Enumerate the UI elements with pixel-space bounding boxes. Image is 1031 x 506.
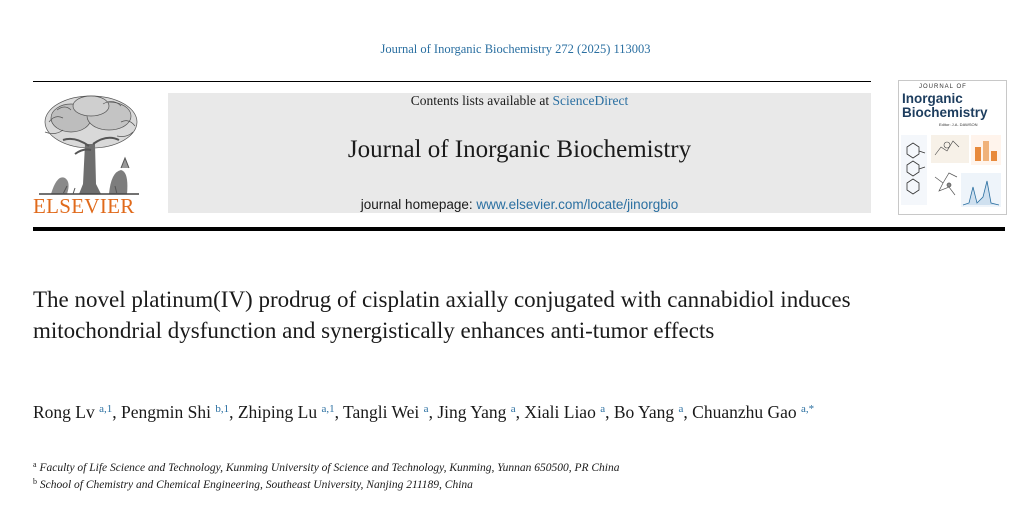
homepage-prefix: journal homepage: <box>360 197 477 212</box>
affiliation-a: a Faculty of Life Science and Technology… <box>33 460 620 475</box>
author[interactable]: Pengmin Shi b,1, <box>121 402 238 422</box>
author-name: Bo Yang <box>613 402 675 422</box>
author[interactable]: Chuanzhu Gao a,* <box>692 402 814 422</box>
journal-citation[interactable]: Journal of Inorganic Biochemistry 272 (2… <box>380 42 651 56</box>
author-affiliation-marker[interactable]: a,1 <box>321 403 335 415</box>
author-name: Zhiping Lu <box>237 402 318 422</box>
elsevier-tree-logo <box>39 95 139 195</box>
journal-cover-thumbnail[interactable]: JOURNAL OF Inorganic Biochemistry Editor… <box>898 80 1007 215</box>
author[interactable]: Tangli Wei a, <box>343 402 438 422</box>
author[interactable]: Rong Lv a,1, <box>33 402 122 422</box>
affiliation-key: a <box>33 460 37 469</box>
header-divider <box>33 227 1005 231</box>
author-affiliation-marker[interactable]: a <box>510 403 516 415</box>
cover-line-1: JOURNAL OF <box>919 84 967 90</box>
author[interactable]: Bo Yang a, <box>613 402 693 422</box>
author-name: Tangli Wei <box>343 402 420 422</box>
affiliation-text: School of Chemistry and Chemical Enginee… <box>39 479 473 491</box>
author[interactable]: Xiali Liao a, <box>524 402 614 422</box>
affiliation-key: b <box>33 477 37 486</box>
cover-artwork <box>901 135 1001 207</box>
publisher-logo-text: ELSEVIER <box>33 194 135 218</box>
article-title: The novel platinum(IV) prodrug of cispla… <box>33 287 851 343</box>
author[interactable]: Jing Yang a, <box>437 402 525 422</box>
author-affiliation-marker[interactable]: a <box>678 403 684 415</box>
author-affiliation-marker[interactable]: b,1 <box>215 403 230 415</box>
homepage-line: journal homepage: www.elsevier.com/locat… <box>168 197 871 212</box>
author[interactable]: Zhiping Lu a,1, <box>237 402 344 422</box>
cover-line-2: Inorganic <box>902 91 963 106</box>
author-name: Xiali Liao <box>524 402 596 422</box>
author-name: Pengmin Shi <box>121 402 211 422</box>
affiliation-b: b School of Chemistry and Chemical Engin… <box>33 477 473 492</box>
author-name: Jing Yang <box>437 402 507 422</box>
cover-editor: Editor: J.A. DAWSON <box>939 122 978 127</box>
journal-name: Journal of Inorganic Biochemistry <box>347 136 692 163</box>
author-affiliation-marker[interactable]: a <box>600 403 606 415</box>
header-top-line <box>33 81 871 82</box>
affiliation-text: Faculty of Life Science and Technology, … <box>39 462 620 474</box>
author-affiliation-marker[interactable]: a,1 <box>99 403 113 415</box>
journal-banner: Contents lists available at ScienceDirec… <box>168 93 871 213</box>
contents-line: Contents lists available at ScienceDirec… <box>168 93 871 109</box>
cover-line-3: Biochemistry <box>902 105 988 120</box>
author-affiliation-marker[interactable]: a,* <box>801 403 815 415</box>
author-name: Chuanzhu Gao <box>692 402 797 422</box>
author-list: Rong Lv a,1, Pengmin Shi b,1, Zhiping Lu… <box>33 399 933 425</box>
sciencedirect-link[interactable]: ScienceDirect <box>552 93 629 108</box>
author-name: Rong Lv <box>33 402 95 422</box>
contents-prefix: Contents lists available at <box>410 93 553 108</box>
homepage-link[interactable]: www.elsevier.com/locate/jinorgbio <box>476 197 679 212</box>
author-affiliation-marker[interactable]: a <box>423 403 429 415</box>
